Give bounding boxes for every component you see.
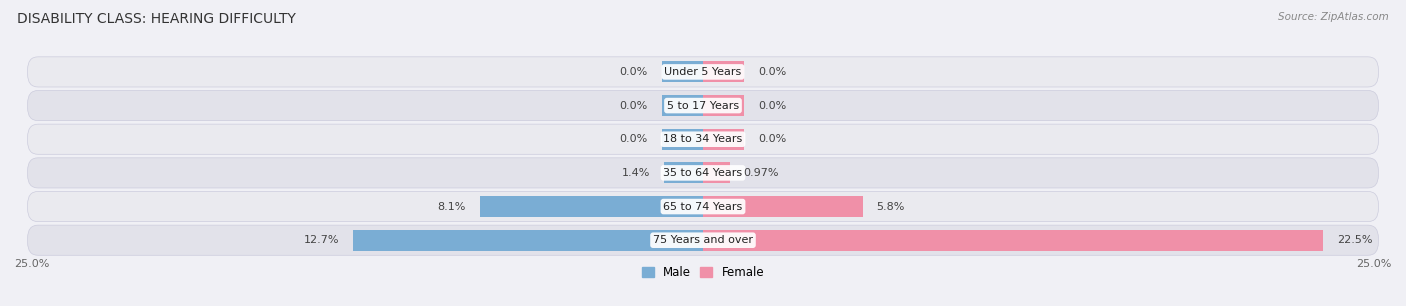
Text: 65 to 74 Years: 65 to 74 Years xyxy=(664,202,742,211)
Text: 25.0%: 25.0% xyxy=(14,259,49,269)
FancyBboxPatch shape xyxy=(28,91,1378,121)
Text: 75 Years and over: 75 Years and over xyxy=(652,235,754,245)
Text: 0.0%: 0.0% xyxy=(620,101,648,110)
Text: 5 to 17 Years: 5 to 17 Years xyxy=(666,101,740,110)
Bar xyxy=(703,162,730,183)
Text: Under 5 Years: Under 5 Years xyxy=(665,67,741,77)
Text: 35 to 64 Years: 35 to 64 Years xyxy=(664,168,742,178)
Text: 22.5%: 22.5% xyxy=(1337,235,1372,245)
Bar xyxy=(703,196,863,217)
Text: 5.8%: 5.8% xyxy=(876,202,905,211)
Text: DISABILITY CLASS: HEARING DIFFICULTY: DISABILITY CLASS: HEARING DIFFICULTY xyxy=(17,12,295,26)
Bar xyxy=(703,129,744,150)
Legend: Male, Female: Male, Female xyxy=(637,261,769,283)
Bar xyxy=(665,162,703,183)
FancyBboxPatch shape xyxy=(28,192,1378,222)
Bar xyxy=(479,196,703,217)
Bar xyxy=(353,230,703,251)
Text: 25.0%: 25.0% xyxy=(1357,259,1392,269)
Text: 0.0%: 0.0% xyxy=(758,134,786,144)
Text: 0.0%: 0.0% xyxy=(620,134,648,144)
FancyBboxPatch shape xyxy=(28,57,1378,87)
Text: 12.7%: 12.7% xyxy=(304,235,339,245)
Bar xyxy=(703,95,744,116)
Text: 18 to 34 Years: 18 to 34 Years xyxy=(664,134,742,144)
Text: 0.0%: 0.0% xyxy=(620,67,648,77)
Text: 0.0%: 0.0% xyxy=(758,67,786,77)
Bar xyxy=(703,62,744,82)
Text: 8.1%: 8.1% xyxy=(437,202,465,211)
Bar xyxy=(662,62,703,82)
Text: 1.4%: 1.4% xyxy=(623,168,651,178)
Text: 0.0%: 0.0% xyxy=(758,101,786,110)
FancyBboxPatch shape xyxy=(28,158,1378,188)
FancyBboxPatch shape xyxy=(28,124,1378,154)
FancyBboxPatch shape xyxy=(28,225,1378,255)
Text: 0.97%: 0.97% xyxy=(744,168,779,178)
Bar xyxy=(662,129,703,150)
Bar xyxy=(703,230,1323,251)
Bar xyxy=(662,95,703,116)
Text: Source: ZipAtlas.com: Source: ZipAtlas.com xyxy=(1278,12,1389,22)
